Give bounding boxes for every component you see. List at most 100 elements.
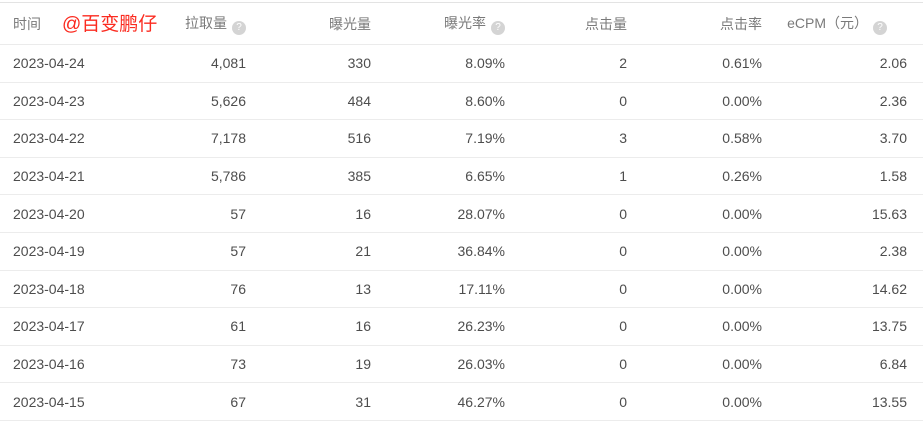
cell-ecpm: 2.38 [879, 243, 907, 260]
cell-impression-rate: 28.07% [457, 205, 505, 222]
cell-ecpm: 13.55 [871, 393, 907, 410]
cell-impressions: 16 [355, 318, 371, 335]
cell-pull-volume: 5,786 [210, 168, 246, 185]
cell-date: 2023-04-17 [13, 318, 85, 335]
cell-pull-volume: 7,178 [210, 130, 246, 147]
cell-click-rate: 0.00% [722, 393, 762, 410]
cell-clicks: 0 [619, 205, 627, 222]
cell-impressions: 330 [347, 55, 371, 72]
cell-click-rate: 0.00% [722, 280, 762, 297]
table-header-row: 时间 拉取量? 曝光量 曝光率? 点击量 点击率 eCPM（元）? [0, 2, 923, 45]
table-row: 2023-04-18 76 13 17.11% 0 0.00% 14.62 [0, 270, 923, 308]
table-row: 2023-04-17 61 16 26.23% 0 0.00% 13.75 [0, 308, 923, 346]
cell-ecpm: 2.06 [879, 55, 907, 72]
column-label: eCPM（元） [787, 14, 868, 31]
table-row: 2023-04-16 73 19 26.03% 0 0.00% 6.84 [0, 345, 923, 383]
cell-pull-volume: 5,626 [210, 92, 246, 109]
cell-impression-rate: 46.27% [457, 393, 505, 410]
cell-ecpm: 13.75 [871, 318, 907, 335]
table-row: 2023-04-23 5,626 484 8.60% 0 0.00% 2.36 [0, 82, 923, 120]
cell-pull-volume: 57 [230, 205, 246, 222]
column-header-impression-rate: 曝光率? [371, 3, 505, 45]
cell-clicks: 1 [619, 168, 627, 185]
table-row: 2023-04-20 57 16 28.07% 0 0.00% 15.63 [0, 195, 923, 233]
cell-impression-rate: 26.23% [457, 318, 505, 335]
cell-ecpm: 6.84 [879, 356, 907, 373]
cell-date: 2023-04-18 [13, 280, 85, 297]
cell-date: 2023-04-24 [13, 55, 85, 72]
cell-clicks: 2 [619, 55, 627, 72]
cell-impressions: 385 [347, 168, 371, 185]
cell-click-rate: 0.00% [722, 205, 762, 222]
cell-clicks: 3 [619, 130, 627, 147]
cell-clicks: 0 [619, 318, 627, 335]
column-label: 点击量 [585, 15, 627, 32]
cell-pull-volume: 67 [230, 393, 246, 410]
table-row: 2023-04-21 5,786 385 6.65% 1 0.26% 1.58 [0, 157, 923, 195]
cell-date: 2023-04-20 [13, 205, 85, 222]
cell-impressions: 31 [355, 393, 371, 410]
column-header-clicks: 点击量 [505, 3, 627, 45]
cell-pull-volume: 4,081 [210, 55, 246, 72]
cell-impression-rate: 6.65% [465, 168, 505, 185]
cell-impressions: 19 [355, 356, 371, 373]
cell-click-rate: 0.00% [722, 318, 762, 335]
cell-impressions: 484 [347, 92, 371, 109]
column-label: 拉取量 [185, 14, 227, 31]
cell-pull-volume: 61 [230, 318, 246, 335]
column-label: 曝光率 [444, 14, 486, 31]
column-label: 点击率 [720, 15, 762, 32]
cell-click-rate: 0.00% [722, 243, 762, 260]
cell-ecpm: 1.58 [879, 168, 907, 185]
cell-click-rate: 0.26% [722, 168, 762, 185]
cell-impression-rate: 26.03% [457, 356, 505, 373]
cell-date: 2023-04-21 [13, 168, 85, 185]
column-header-date: 时间 [0, 3, 150, 45]
table-row: 2023-04-24 4,081 330 8.09% 2 0.61% 2.06 [0, 45, 923, 83]
cell-date: 2023-04-22 [13, 130, 85, 147]
cell-clicks: 0 [619, 92, 627, 109]
help-icon[interactable]: ? [491, 20, 505, 35]
cell-impressions: 16 [355, 205, 371, 222]
column-label: 曝光量 [329, 15, 371, 32]
cell-click-rate: 0.61% [722, 55, 762, 72]
column-header-click-rate: 点击率 [627, 3, 762, 45]
cell-impression-rate: 8.60% [465, 92, 505, 109]
cell-click-rate: 0.58% [722, 130, 762, 147]
cell-clicks: 0 [619, 356, 627, 373]
cell-click-rate: 0.00% [722, 92, 762, 109]
cell-impressions: 21 [355, 243, 371, 260]
cell-impression-rate: 17.11% [458, 280, 505, 297]
cell-date: 2023-04-23 [13, 92, 85, 109]
cell-impression-rate: 8.09% [465, 55, 505, 72]
cell-date: 2023-04-16 [13, 356, 85, 373]
cell-pull-volume: 76 [230, 280, 246, 297]
cell-date: 2023-04-15 [13, 393, 85, 410]
cell-pull-volume: 73 [230, 356, 246, 373]
cell-pull-volume: 57 [230, 243, 246, 260]
cell-clicks: 0 [619, 280, 627, 297]
table-row: 2023-04-22 7,178 516 7.19% 3 0.58% 3.70 [0, 120, 923, 158]
help-icon[interactable]: ? [873, 20, 887, 35]
column-header-pull-volume: 拉取量? [150, 3, 246, 45]
daily-stats-table: 时间 拉取量? 曝光量 曝光率? 点击量 点击率 eCPM（元）? 2023-04-24 4,… [0, 2, 923, 421]
cell-impression-rate: 36.84% [457, 243, 505, 260]
cell-date: 2023-04-19 [13, 243, 85, 260]
cell-clicks: 0 [619, 393, 627, 410]
cell-clicks: 0 [619, 243, 627, 260]
cell-click-rate: 0.00% [722, 356, 762, 373]
column-header-impressions: 曝光量 [246, 3, 371, 45]
cell-impressions: 516 [347, 130, 371, 147]
help-icon[interactable]: ? [232, 20, 246, 35]
column-header-ecpm: eCPM（元）? [762, 3, 923, 45]
cell-ecpm: 14.62 [871, 280, 907, 297]
cell-ecpm: 3.70 [879, 130, 907, 147]
table-row: 2023-04-19 57 21 36.84% 0 0.00% 2.38 [0, 232, 923, 271]
cell-ecpm: 2.36 [879, 92, 907, 109]
table-row: 2023-04-15 67 31 46.27% 0 0.00% 13.55 [0, 383, 923, 421]
cell-ecpm: 15.63 [871, 205, 907, 222]
column-label: 时间 [13, 15, 41, 32]
cell-impression-rate: 7.19% [465, 130, 505, 147]
cell-impressions: 13 [355, 280, 371, 297]
